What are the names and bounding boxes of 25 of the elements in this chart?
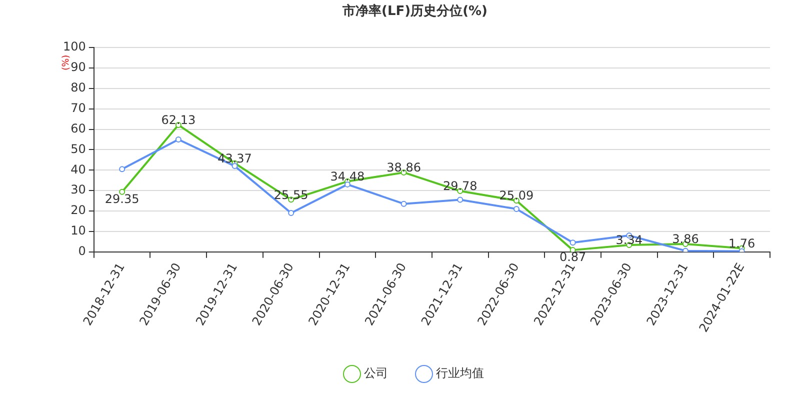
y-tick-label: 40 (70, 162, 86, 176)
data-label: 1.76 (728, 236, 756, 250)
y-tick-label: 50 (70, 142, 86, 156)
y-tick-label: 70 (70, 100, 86, 115)
y-tick-label: 0 (78, 244, 86, 258)
y-tick-label: 80 (70, 80, 86, 95)
legend-label: 公司 (364, 366, 388, 380)
data-label: 25.09 (499, 188, 534, 203)
y-tick-label: 90 (70, 60, 86, 74)
data-label: 29.35 (104, 192, 140, 206)
data-label: 38.86 (386, 160, 421, 175)
data-label: 3.34 (616, 233, 643, 248)
data-label: 34.48 (330, 170, 365, 184)
y-axis-title: (%) (61, 54, 72, 70)
chart-title: 市净率(LF)历史分位(%) (342, 3, 488, 20)
data-label: 62.13 (161, 113, 196, 128)
data-label: 29.78 (442, 179, 478, 194)
y-tick-label: 100 (63, 40, 86, 54)
y-tick-label: 20 (70, 203, 86, 218)
y-tick-label: 60 (70, 121, 86, 136)
y-tick-label: 10 (70, 224, 86, 238)
data-label: 0.87 (559, 250, 586, 264)
legend-label: 行业均值 (436, 366, 484, 380)
y-tick-label: 30 (70, 182, 86, 197)
data-label: 3.86 (672, 232, 699, 246)
